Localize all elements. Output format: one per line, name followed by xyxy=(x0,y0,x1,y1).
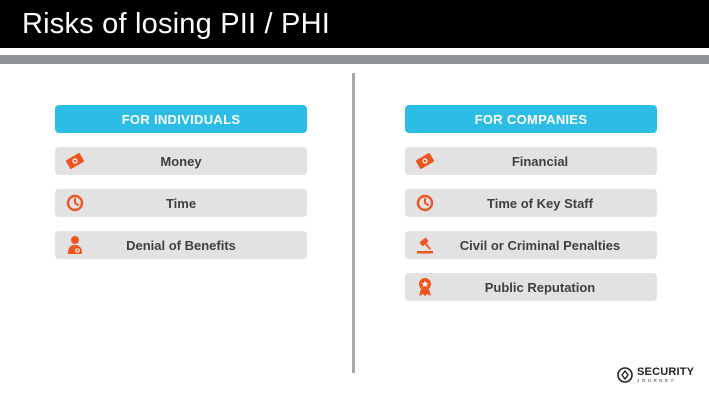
item-label: Financial xyxy=(511,153,569,169)
companies-item-financial: Financial xyxy=(405,147,657,175)
companies-item-public-reputation: Public Reputation xyxy=(405,273,657,301)
clock-icon xyxy=(65,193,85,213)
logo-wordmark: SECURITY xyxy=(637,365,695,378)
individuals-item-time: Time xyxy=(55,189,307,217)
item-label: Time of Key Staff xyxy=(487,195,593,211)
clock-icon xyxy=(415,193,435,213)
slide-title: Risks of losing PII / PHI xyxy=(22,8,330,40)
individuals-item-denial-of-benefits: Denial of Benefits xyxy=(55,231,307,259)
person-icon xyxy=(65,235,85,255)
security-journey-logo: SECURITY JOURNEY xyxy=(616,366,694,384)
individuals-item-money: Money xyxy=(55,147,307,175)
logo-mark-icon xyxy=(617,367,633,383)
companies-item-civil-or-criminal-penalties: Civil or Criminal Penalties xyxy=(405,231,657,259)
item-label: Denial of Benefits xyxy=(126,237,236,253)
money-icon xyxy=(415,151,435,171)
title-bar: Risks of losing PII / PHI xyxy=(0,0,709,48)
item-label: Public Reputation xyxy=(484,279,596,295)
item-label: Civil or Criminal Penalties xyxy=(459,237,621,253)
companies-item-time-of-key-staff: Time of Key Staff xyxy=(405,189,657,217)
award-ribbon-icon xyxy=(415,277,435,297)
money-icon xyxy=(65,151,85,171)
logo-subwordmark: JOURNEY xyxy=(637,377,677,383)
column-divider xyxy=(352,73,355,373)
item-label: Time xyxy=(165,195,197,211)
companies-column: FOR COMPANIES Financial Time of Key Staf… xyxy=(405,105,657,315)
individuals-column: FOR INDIVIDUALS Money Time xyxy=(55,105,307,273)
individuals-header: FOR INDIVIDUALS xyxy=(55,105,307,133)
title-underline-band xyxy=(0,55,709,64)
companies-header: FOR COMPANIES xyxy=(405,105,657,133)
gavel-icon xyxy=(415,235,435,255)
item-label: Money xyxy=(160,153,202,169)
